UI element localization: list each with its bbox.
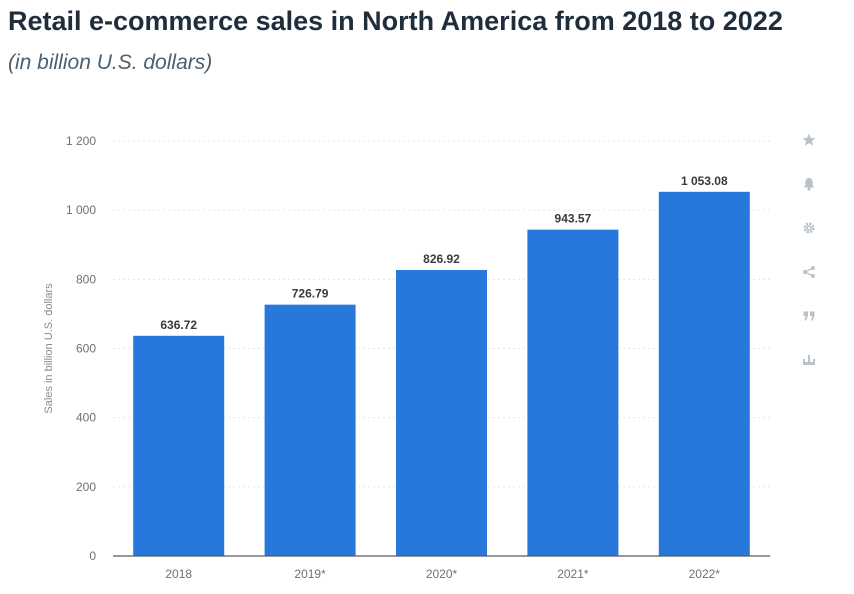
quote-icon — [803, 311, 815, 321]
x-tick-label: 2022* — [689, 567, 721, 581]
chart-title: Retail e-commerce sales in North America… — [8, 6, 783, 36]
y-tick-label: 400 — [76, 411, 96, 425]
print-button[interactable] — [796, 338, 822, 382]
y-tick-label: 0 — [89, 549, 96, 563]
y-tick-label: 800 — [76, 272, 96, 286]
bar — [658, 191, 750, 557]
x-tick-label: 2019* — [294, 567, 326, 581]
x-tick-label: 2018 — [165, 567, 192, 581]
favorite-button[interactable] — [796, 118, 822, 162]
y-tick-label: 200 — [76, 480, 96, 494]
share-button[interactable] — [796, 250, 822, 294]
y-axis-label: Sales in billion U.S. dollars — [43, 283, 55, 414]
x-tick-label: 2020* — [426, 567, 458, 581]
data-label: 826.92 — [423, 252, 460, 266]
bar — [396, 270, 487, 556]
print-icon — [803, 355, 815, 365]
data-label: 636.72 — [160, 318, 197, 332]
bell-icon — [803, 178, 815, 191]
chart-toolbar — [796, 118, 822, 382]
gear-icon — [803, 222, 815, 234]
star-icon — [802, 133, 816, 146]
cite-button[interactable] — [796, 294, 822, 338]
bar — [133, 335, 225, 556]
y-tick-label: 1 000 — [66, 203, 96, 217]
data-label: 726.79 — [292, 287, 329, 301]
y-tick-label: 600 — [76, 342, 96, 356]
bar — [527, 229, 619, 556]
x-tick-label: 2021* — [557, 567, 589, 581]
share-icon — [803, 266, 815, 278]
chart-subtitle: (in billion U.S. dollars) — [8, 51, 213, 74]
y-tick-label: 1 200 — [66, 134, 96, 148]
data-label: 1 053.08 — [681, 174, 728, 188]
data-label: 943.57 — [555, 212, 592, 226]
bar — [264, 304, 356, 556]
settings-button[interactable] — [796, 206, 822, 250]
notification-button[interactable] — [796, 162, 822, 206]
